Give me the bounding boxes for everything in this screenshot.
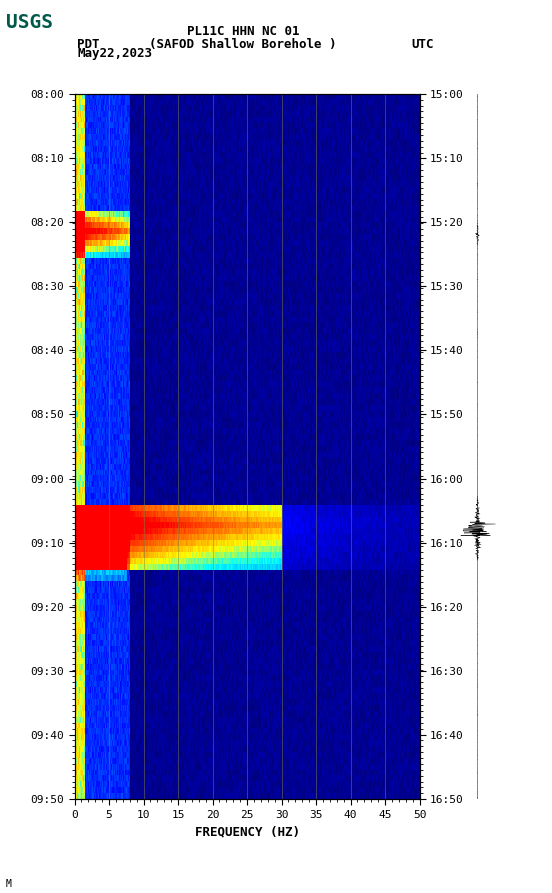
Text: M: M: [6, 879, 12, 889]
X-axis label: FREQUENCY (HZ): FREQUENCY (HZ): [194, 825, 300, 839]
Text: (SAFOD Shallow Borehole ): (SAFOD Shallow Borehole ): [149, 38, 337, 51]
Text: USGS: USGS: [6, 13, 52, 32]
Text: May22,2023: May22,2023: [77, 47, 152, 60]
Text: PDT: PDT: [77, 38, 100, 51]
Text: UTC: UTC: [411, 38, 434, 51]
Text: PL11C HHN NC 01: PL11C HHN NC 01: [187, 25, 299, 38]
